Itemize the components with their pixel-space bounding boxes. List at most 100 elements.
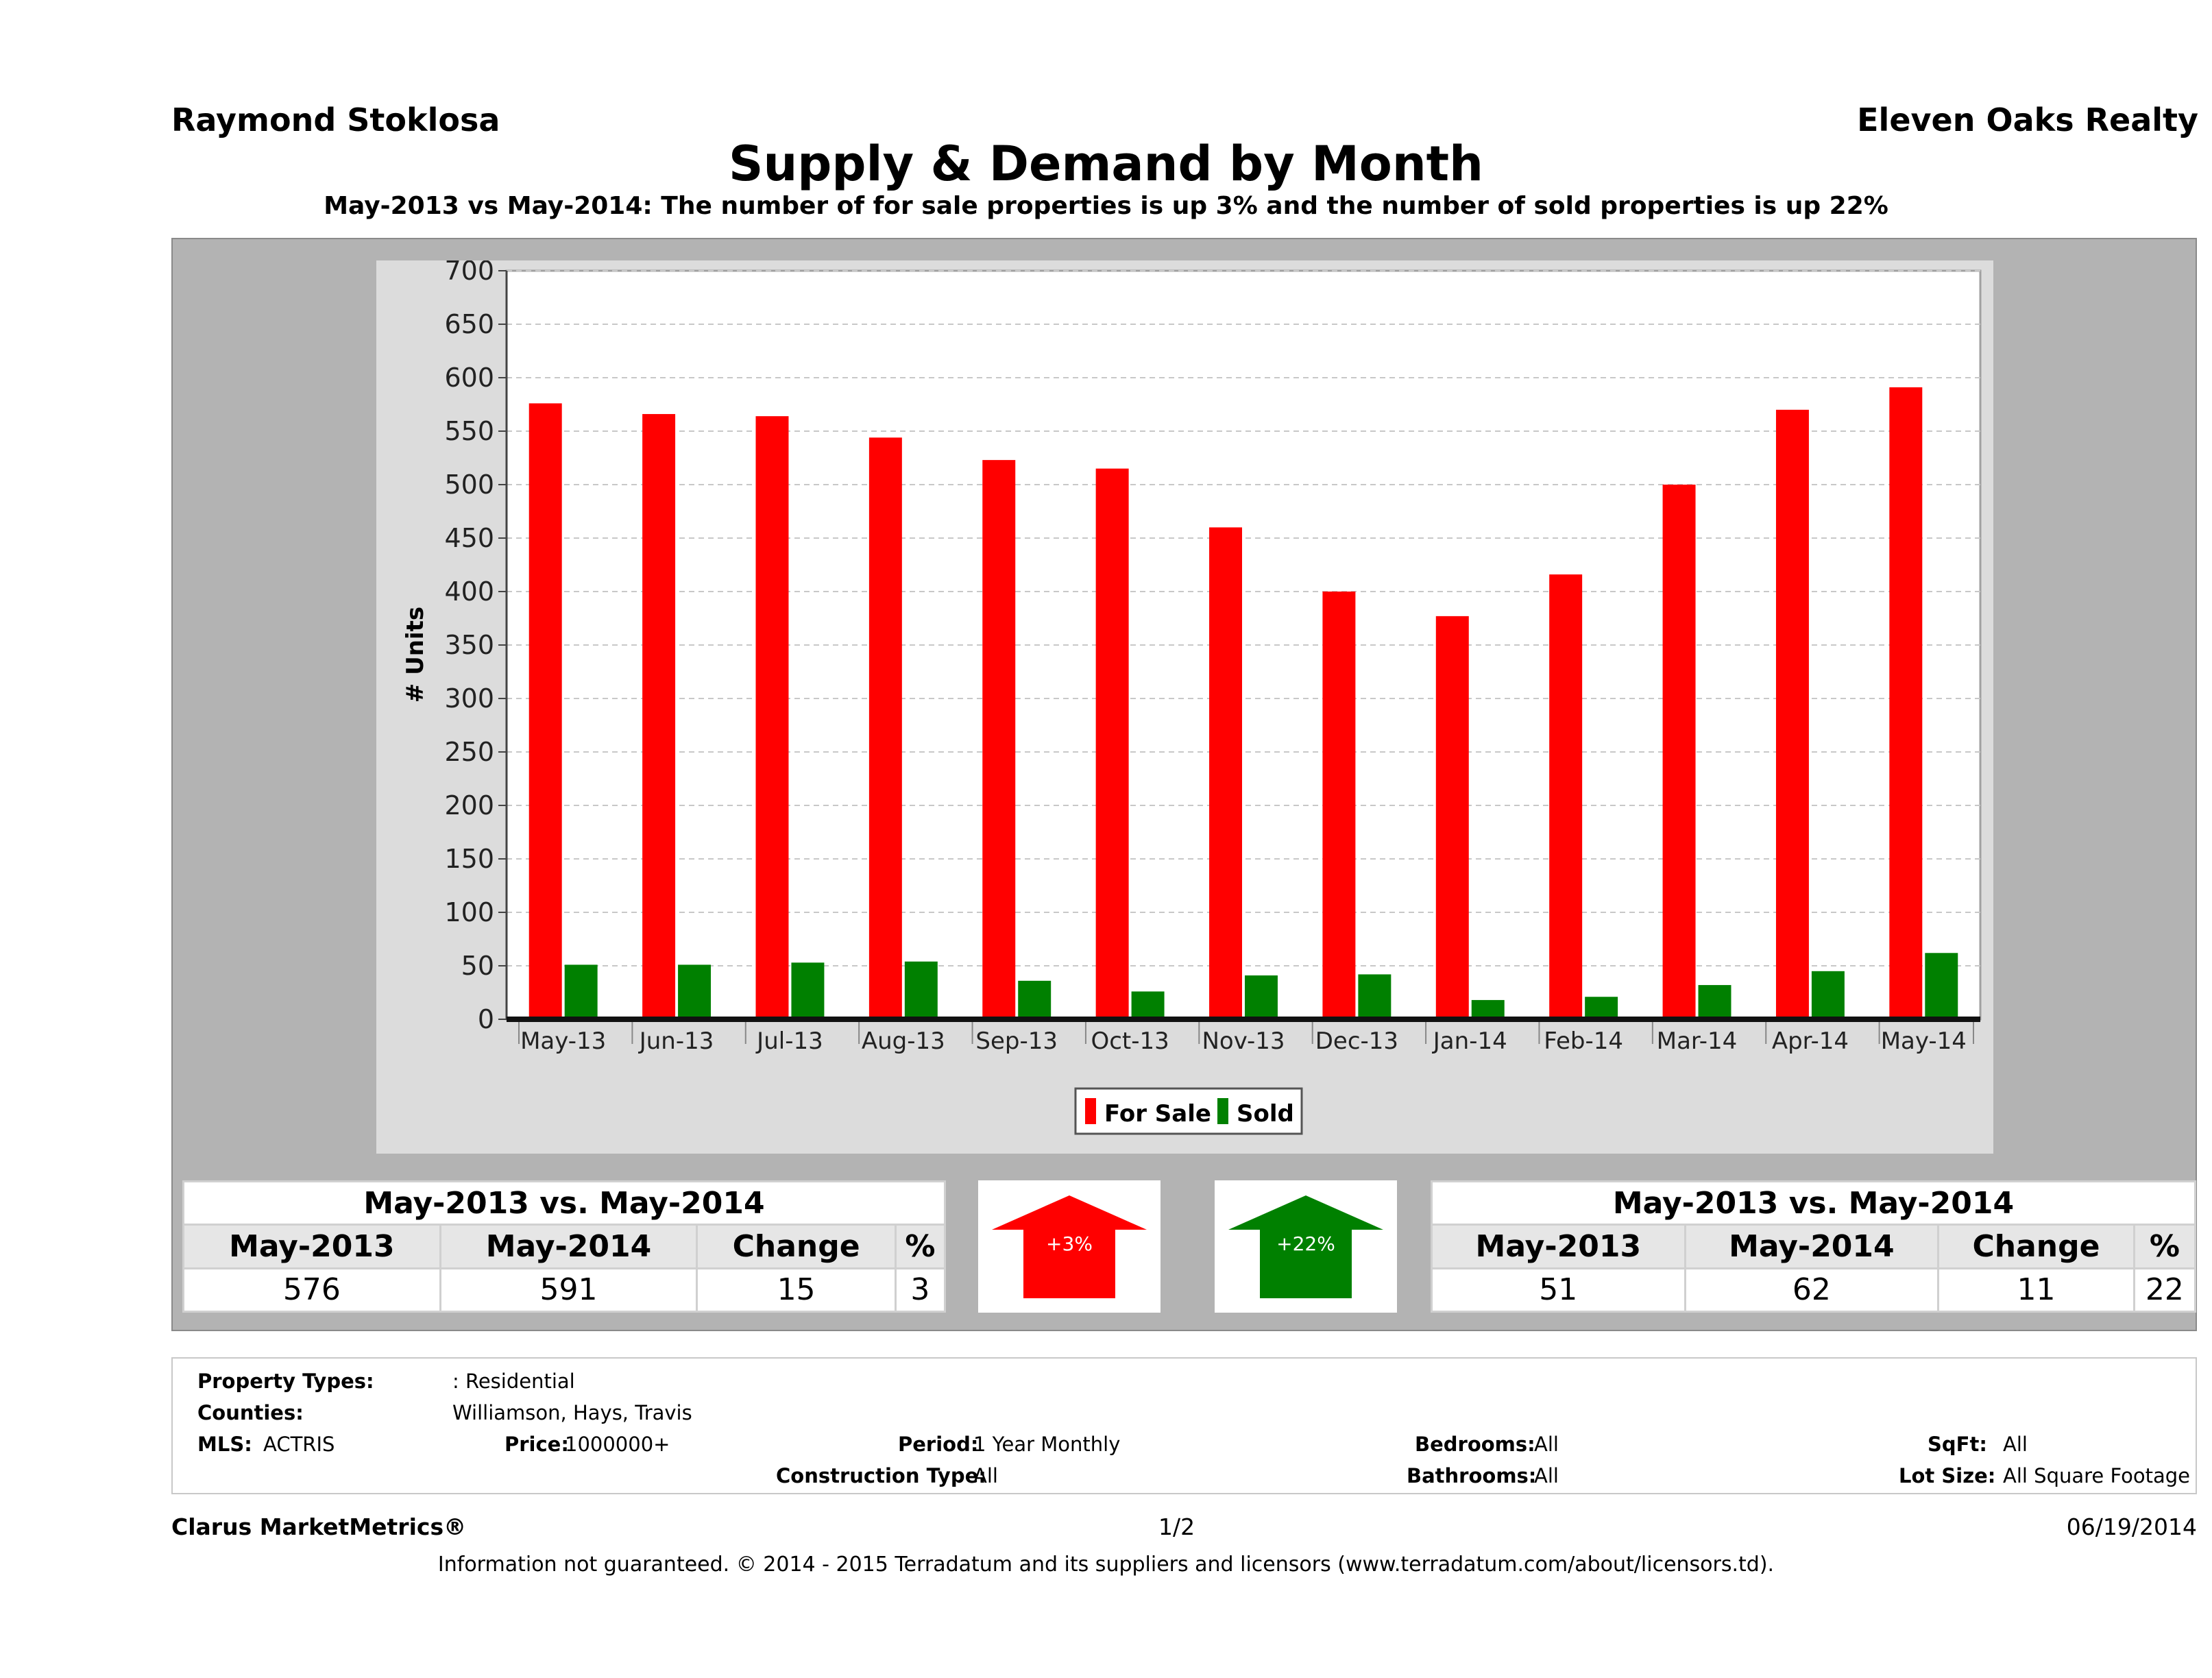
y-tick-label: 450: [444, 523, 494, 553]
bedrooms-value: All: [1534, 1433, 1559, 1456]
y-tick-label: 500: [444, 470, 494, 500]
bathrooms-label: Bathrooms:: [1407, 1464, 1537, 1487]
bar-for-sale: [1775, 409, 1809, 1019]
mls-label: MLS:: [197, 1433, 252, 1456]
disclaimer: Information not guaranteed. © 2014 - 201…: [437, 1553, 1775, 1577]
summary-title: May-2013 vs. May-2014: [1431, 1180, 2196, 1226]
bedrooms-label: Bedrooms:: [1415, 1433, 1535, 1456]
property-types-label: Property Types:: [197, 1370, 374, 1393]
bar-for-sale: [642, 414, 676, 1019]
y-tick-label: 150: [444, 844, 494, 874]
value-cell: 15: [696, 1267, 897, 1313]
price-value: 1000000+: [565, 1433, 670, 1456]
x-tick-label: Aug-13: [862, 1028, 945, 1055]
supply-demand-chart: 0 50 100 150 200 250 300 350 400 450 500 550 600 650 7…: [402, 260, 1982, 1135]
property-types-value: : Residential: [452, 1370, 575, 1393]
y-tick-label: 50: [461, 951, 494, 981]
value-cell: 51: [1431, 1267, 1686, 1313]
x-tick-label: Nov-13: [1202, 1028, 1285, 1055]
for-sale-change-box: +3%: [978, 1180, 1160, 1313]
sqft-label: SqFt:: [1928, 1433, 1987, 1456]
y-tick-label: 100: [444, 897, 494, 927]
arrow-label: +22%: [1276, 1232, 1335, 1255]
x-tick-label: Dec-13: [1315, 1028, 1398, 1055]
x-tick-label: Jan-14: [1432, 1028, 1507, 1055]
x-tick-label: May-14: [1881, 1028, 1967, 1055]
x-tick-label: Sep-13: [975, 1028, 1058, 1055]
legend-label-for-sale: For Sale: [1104, 1100, 1211, 1128]
sold-change-box: +22%: [1215, 1180, 1397, 1313]
col-header: May-2013: [1431, 1224, 1686, 1269]
y-tick-label: 700: [444, 260, 494, 286]
up-arrow-icon: +22%: [1228, 1195, 1383, 1298]
y-tick-label: 300: [444, 683, 494, 714]
bar-sold: [1358, 974, 1391, 1019]
summary-for-sale: May-2013 vs. May-2014 May-2013 May-2014 …: [182, 1180, 947, 1313]
lot-size-value: All Square Footage: [2003, 1464, 2191, 1487]
bar-sold: [1585, 997, 1618, 1019]
lot-size-label: Lot Size:: [1899, 1464, 1996, 1487]
y-tick-label: 600: [444, 363, 494, 393]
value-cell: 62: [1684, 1267, 1940, 1313]
counties-label: Counties:: [197, 1401, 304, 1424]
page-number: 1/2: [1158, 1513, 1195, 1540]
x-tick-label: Mar-14: [1657, 1028, 1738, 1055]
summary-title: May-2013 vs. May-2014: [182, 1180, 946, 1226]
value-cell: 3: [894, 1267, 947, 1313]
x-tick-label: May-13: [520, 1028, 606, 1055]
value-cell: 11: [1937, 1267, 2135, 1313]
bar-sold: [1698, 985, 1731, 1019]
chart-title: Supply & Demand by Month: [729, 136, 1483, 192]
bar-sold: [1471, 999, 1505, 1019]
x-tick-label: Feb-14: [1544, 1028, 1623, 1055]
up-arrow-icon: +3%: [992, 1195, 1147, 1298]
bar-sold: [564, 964, 598, 1019]
value-cell: 576: [182, 1267, 441, 1313]
y-tick-label: 650: [444, 309, 494, 339]
bar-for-sale: [868, 437, 902, 1019]
legend-swatch-sold: [1217, 1098, 1228, 1124]
bar-sold: [791, 962, 825, 1019]
col-header: May-2013: [182, 1224, 441, 1269]
summary-sold: May-2013 vs. May-2014 May-2013 May-2014 …: [1431, 1180, 2197, 1313]
bar-for-sale: [1662, 485, 1696, 1019]
bar-sold: [1131, 991, 1165, 1019]
bar-for-sale: [1549, 574, 1583, 1019]
value-cell: 22: [2132, 1267, 2197, 1313]
bar-sold: [678, 964, 712, 1019]
chart-subtitle: May-2013 vs May-2014: The number of for …: [324, 192, 1888, 220]
col-header: %: [894, 1224, 947, 1269]
col-header: May-2014: [439, 1224, 698, 1269]
col-header: Change: [696, 1224, 897, 1269]
arrow-shape: [1228, 1195, 1383, 1298]
bar-sold: [1245, 975, 1278, 1019]
legend-label-sold: Sold: [1237, 1100, 1294, 1128]
report-date: 06/19/2014: [2066, 1513, 2197, 1540]
y-tick-label: 0: [478, 1004, 494, 1034]
period-label: Period:: [898, 1433, 979, 1456]
agent-name: Raymond Stoklosa: [171, 101, 500, 138]
x-tick-label: Oct-13: [1091, 1028, 1169, 1055]
broker-name: Eleven Oaks Realty: [1857, 101, 2198, 138]
col-header: Change: [1937, 1224, 2135, 1269]
criteria-box: Property Types: : Residential Counties: …: [171, 1357, 2197, 1494]
bar-sold: [1811, 971, 1845, 1019]
price-label: Price:: [505, 1433, 569, 1456]
chart-legend: For Sale Sold: [1074, 1087, 1303, 1135]
x-tick-label: Jun-13: [638, 1028, 714, 1055]
bar-for-sale: [528, 403, 562, 1019]
bar-sold: [904, 961, 938, 1019]
period-value: 1 Year Monthly: [973, 1433, 1121, 1456]
x-tick-label: Jul-13: [755, 1028, 823, 1055]
col-header: %: [2132, 1224, 2197, 1269]
legend-swatch-for-sale: [1085, 1098, 1096, 1124]
bar-for-sale: [1095, 468, 1129, 1019]
bar-sold: [1925, 953, 1958, 1019]
bar-for-sale: [1889, 387, 1923, 1019]
x-tick-label: Apr-14: [1772, 1028, 1849, 1055]
y-tick-label: 550: [444, 416, 494, 446]
bar-for-sale: [1322, 592, 1356, 1019]
mls-value: ACTRIS: [263, 1433, 335, 1456]
construction-type-label: Construction Type:: [776, 1464, 986, 1487]
construction-type-value: All: [973, 1464, 998, 1487]
